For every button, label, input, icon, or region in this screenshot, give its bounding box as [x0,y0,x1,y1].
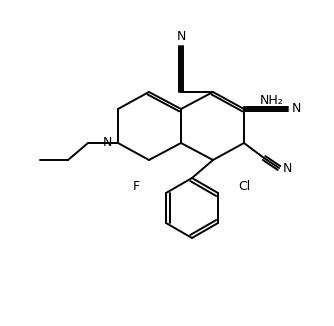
Text: N: N [291,102,301,115]
Text: NH₂: NH₂ [260,95,284,108]
Text: N: N [176,31,186,43]
Text: N: N [103,137,112,150]
Text: Cl: Cl [238,180,250,192]
Text: N: N [282,161,292,174]
Text: F: F [133,180,140,192]
